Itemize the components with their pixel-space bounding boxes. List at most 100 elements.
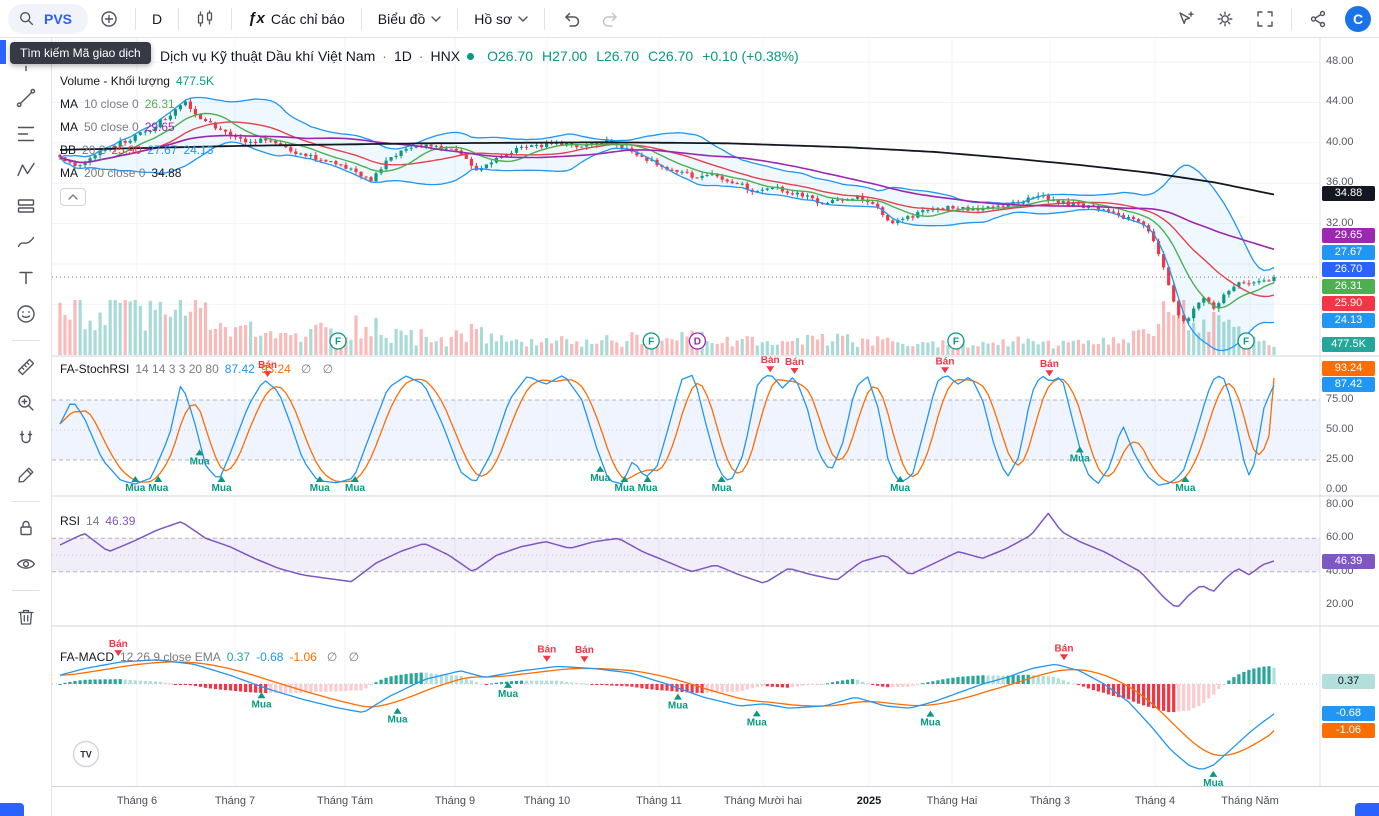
fullscreen-button[interactable] — [1246, 4, 1284, 34]
sell-signal[interactable]: Bán — [258, 360, 277, 377]
buy-signal[interactable]: Mua — [1203, 770, 1224, 786]
chart-menu-button[interactable]: Biểu đồ — [369, 4, 450, 34]
price-axis-badge: 25.90 — [1322, 296, 1375, 311]
tool-brush-button[interactable] — [8, 225, 44, 259]
buy-signal[interactable]: Mua — [638, 476, 658, 494]
buy-signal[interactable]: Mua — [1070, 446, 1090, 464]
svg-text:F: F — [953, 337, 959, 348]
indicators-button[interactable]: ƒx Các chỉ báo — [239, 4, 354, 34]
sell-signal[interactable]: Bán — [761, 355, 780, 373]
sell-signal[interactable]: Bán — [575, 645, 594, 663]
event-marker[interactable]: F — [642, 332, 660, 350]
tool-pencil-button[interactable] — [8, 458, 44, 492]
buy-signal[interactable]: Mua — [1175, 476, 1196, 494]
buy-signal[interactable]: Mua — [212, 476, 232, 494]
time-axis-label: Tháng 11 — [636, 795, 682, 807]
tradingview-logo[interactable]: TV — [72, 740, 100, 773]
ruler-icon — [17, 358, 34, 376]
hidden-plots-icon[interactable]: ∅ ∅ — [326, 650, 364, 664]
sell-signal[interactable]: Bán — [785, 357, 804, 374]
browser-extension-badge[interactable]: C — [1345, 5, 1371, 32]
buy-signal[interactable]: Mua — [345, 476, 365, 494]
event-marker[interactable]: D — [688, 332, 707, 350]
chart-area[interactable]: F F D F F Mua Mua Mua Mua Mua Mua Mua Mua Mua Mua Mua Mu… — [52, 38, 1379, 816]
exchange-value[interactable]: HNX — [430, 48, 461, 64]
sell-signal[interactable]: Bán — [936, 356, 955, 374]
tool-lock-button[interactable] — [8, 511, 44, 545]
tool-measure-button[interactable] — [8, 350, 44, 384]
ma10-legend-params: 10 close 0 — [84, 97, 139, 111]
buy-signal[interactable]: Mua — [252, 692, 272, 710]
price-axis-badge: 26.31 — [1322, 279, 1375, 294]
ma10-legend[interactable]: MA 10 close 0 26.31 — [60, 97, 175, 111]
time-axis[interactable]: Tháng 6 Tháng 7 Tháng Tám Tháng 9 Tháng 10 Th… — [52, 786, 1379, 816]
buy-signal[interactable]: Mua — [498, 681, 518, 700]
ma50-legend-value: 29.65 — [144, 120, 175, 134]
tool-remove-button[interactable] — [8, 600, 44, 634]
symbol-search-button[interactable]: PVS — [8, 3, 89, 34]
toolbar-divider — [135, 7, 137, 30]
svg-text:Bán: Bán — [109, 639, 128, 650]
price-axis-badge: 24.13 — [1322, 313, 1375, 328]
svg-text:D: D — [694, 337, 701, 348]
symbol-title[interactable]: Dịch vụ Kỹ thuật Dầu khí Việt Nam — [160, 48, 376, 64]
chart-type-button[interactable] — [186, 4, 224, 34]
settings-button[interactable] — [1206, 4, 1244, 34]
redo-button[interactable] — [592, 4, 630, 34]
tool-hide-button[interactable] — [8, 547, 44, 581]
buy-signal[interactable]: Mua — [747, 710, 767, 728]
sell-signal[interactable]: Bán — [109, 639, 128, 657]
undo-button[interactable] — [552, 4, 590, 34]
buy-signal[interactable]: Mua — [920, 710, 941, 729]
buy-signal[interactable]: Mua — [310, 476, 330, 494]
rsi-legend[interactable]: RSI 14 46.39 — [60, 514, 135, 528]
tool-trend-line-button[interactable] — [8, 81, 44, 115]
svg-text:Bán: Bán — [537, 645, 556, 656]
price-axis-label: 40.00 — [1326, 135, 1354, 148]
tool-text-button[interactable] — [8, 261, 44, 295]
event-marker[interactable]: F — [947, 332, 965, 350]
tool-pattern-button[interactable] — [8, 153, 44, 187]
bb-upper-value: 27.67 — [147, 143, 178, 157]
legend-collapse-button[interactable] — [60, 188, 86, 206]
sell-signal[interactable]: Bán — [1055, 643, 1074, 661]
macd-legend[interactable]: FA-MACD 12 26 9 close EMA 0.37 -0.68 -1.… — [60, 650, 363, 664]
interval-button[interactable]: D — [143, 4, 171, 34]
share-button[interactable] — [1299, 4, 1337, 34]
bb-legend[interactable]: BB 20 2 25.90 27.67 24.13 — [60, 143, 213, 157]
tool-zoom-button[interactable] — [8, 386, 44, 420]
sell-signal[interactable]: Bán — [537, 645, 556, 662]
ma50-legend-name: MA — [60, 120, 78, 134]
interval-value[interactable]: 1D — [393, 48, 412, 64]
volume-legend[interactable]: Volume - Khối lượng 477.5K — [60, 74, 214, 88]
tool-emoji-button[interactable] — [8, 297, 44, 331]
buy-signal[interactable]: Mua — [712, 476, 732, 494]
event-marker[interactable]: F — [1237, 332, 1255, 350]
ma200-legend[interactable]: MA 200 close 0 34.88 — [60, 166, 181, 180]
buy-signal[interactable]: Mua — [668, 693, 688, 712]
stochrsi-legend[interactable]: FA-StochRSI 14 14 3 3 20 80 87.42 93.24 … — [60, 362, 337, 376]
buy-signal[interactable]: Mua — [890, 476, 911, 494]
event-marker[interactable]: F — [329, 332, 347, 350]
hidden-plots-icon[interactable]: ∅ ∅ — [300, 362, 338, 376]
tool-position-button[interactable] — [8, 189, 44, 223]
buy-signal[interactable]: Mua — [590, 465, 611, 484]
rsi-legend-params: 14 — [86, 514, 100, 528]
sell-signal[interactable]: Bán — [1040, 359, 1059, 377]
stoch-axis-label: 75.00 — [1326, 393, 1354, 405]
sidebar-divider — [11, 340, 40, 341]
ma50-legend[interactable]: MA 50 close 0 29.65 — [60, 120, 175, 134]
tool-fib-retracement-button[interactable] — [8, 117, 44, 151]
buy-signal[interactable]: Mua — [615, 476, 635, 494]
buy-signal[interactable]: Mua — [190, 449, 210, 467]
svg-text:F: F — [1243, 337, 1249, 348]
svg-text:Mua: Mua — [125, 483, 145, 494]
buy-signal[interactable]: Mua — [148, 476, 169, 494]
buy-signal[interactable]: Mua — [388, 707, 408, 726]
buy-signal[interactable]: Mua — [125, 476, 146, 494]
add-symbol-button[interactable] — [90, 4, 128, 34]
profile-menu-button[interactable]: Hồ sơ — [465, 4, 537, 34]
pointer-sparkle-button[interactable] — [1166, 4, 1204, 34]
tool-magnet-button[interactable] — [8, 422, 44, 456]
